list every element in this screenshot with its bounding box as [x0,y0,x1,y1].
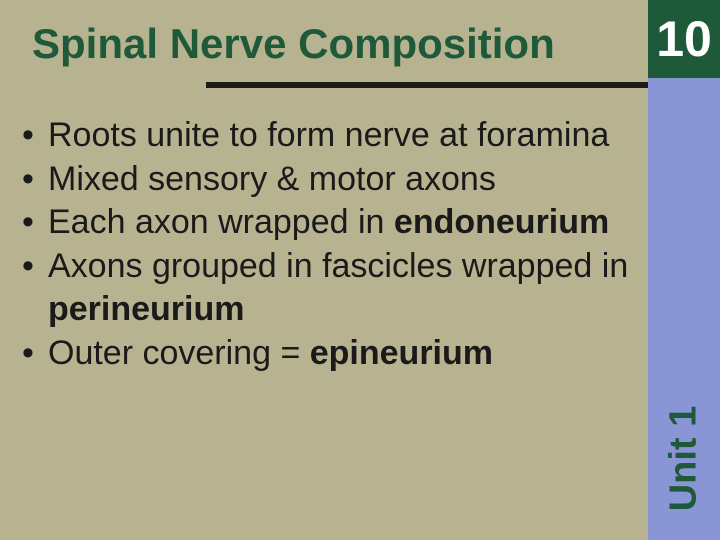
bullet-item: •Outer covering = epineurium [20,332,636,376]
slide-main: Spinal Nerve Composition •Roots unite to… [0,0,648,540]
unit-box: Unit 1 [648,78,720,540]
unit-label: Unit 1 [663,406,706,512]
slide-content: •Roots unite to form nerve at foramina•M… [20,114,636,375]
bullet-bold: perineurium [48,290,244,328]
bullet-text: Axons grouped in fascicles wrapped in pe… [48,245,636,332]
bullet-item: •Axons grouped in fascicles wrapped in p… [20,245,636,332]
bullet-dot: • [20,245,48,289]
bullet-pre: Roots unite to form nerve at foramina [48,116,609,154]
slide-title: Spinal Nerve Composition [32,20,555,68]
bullet-dot: • [20,201,48,245]
bullet-text: Roots unite to form nerve at foramina [48,114,636,158]
bullet-pre: Each axon wrapped in [48,203,394,241]
bullet-bold: epineurium [310,334,493,372]
bullet-item: •Roots unite to form nerve at foramina [20,114,636,158]
bullet-text: Outer covering = epineurium [48,332,636,376]
bullet-dot: • [20,158,48,202]
bullet-bold: endoneurium [394,203,609,241]
bullet-item: •Each axon wrapped in endoneurium [20,201,636,245]
bullet-pre: Axons grouped in fascicles wrapped in [48,247,628,285]
bullet-pre: Outer covering = [48,334,310,372]
title-divider [206,82,648,88]
bullet-text: Each axon wrapped in endoneurium [48,201,636,245]
bullet-text: Mixed sensory & motor axons [48,158,636,202]
bullet-pre: Mixed sensory & motor axons [48,160,496,198]
bullet-dot: • [20,114,48,158]
bullet-dot: • [20,332,48,376]
bullet-item: •Mixed sensory & motor axons [20,158,636,202]
sidebar: 10 Unit 1 [648,0,720,540]
slide-number: 10 [648,0,720,78]
